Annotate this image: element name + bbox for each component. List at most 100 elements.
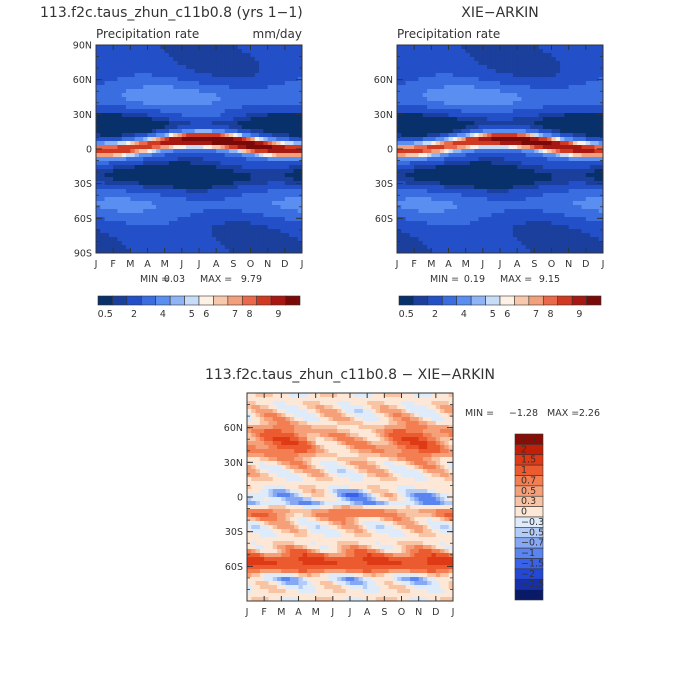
field-cell bbox=[126, 125, 131, 130]
field-cell bbox=[177, 125, 183, 130]
field-cell bbox=[297, 169, 303, 174]
field-cell bbox=[542, 117, 548, 122]
field-cell bbox=[495, 69, 501, 74]
field-cell bbox=[448, 105, 454, 110]
field-cell bbox=[469, 161, 475, 166]
field-cell bbox=[254, 129, 260, 134]
field-cell bbox=[555, 197, 561, 202]
field-cell bbox=[100, 69, 105, 74]
field-cell bbox=[126, 161, 131, 166]
field-cell bbox=[156, 93, 161, 98]
colorbar-swatch bbox=[285, 295, 301, 306]
field-cell bbox=[237, 105, 243, 110]
field-cell bbox=[448, 101, 454, 106]
field-cell bbox=[220, 161, 226, 166]
field-cell bbox=[512, 241, 518, 246]
field-cell bbox=[397, 69, 402, 74]
field-cell bbox=[229, 193, 234, 198]
field-cell bbox=[577, 201, 582, 206]
field-cell bbox=[495, 149, 501, 154]
field-cell bbox=[211, 157, 217, 162]
field-cell bbox=[418, 225, 424, 230]
field-cell bbox=[117, 137, 123, 142]
field-cell bbox=[289, 245, 294, 250]
field-cell bbox=[181, 157, 187, 162]
field-cell bbox=[504, 217, 509, 222]
field-cell bbox=[96, 145, 101, 150]
field-cell bbox=[246, 161, 251, 166]
field-cell bbox=[422, 173, 428, 178]
field-cell bbox=[452, 149, 458, 154]
field-cell bbox=[444, 129, 449, 134]
field-cell bbox=[220, 125, 226, 130]
field-cell bbox=[465, 157, 471, 162]
field-cell bbox=[564, 85, 570, 90]
field-cell bbox=[250, 153, 256, 158]
field-cell bbox=[224, 221, 230, 226]
field-cell bbox=[121, 53, 127, 58]
field-cell bbox=[113, 169, 118, 174]
field-cell bbox=[461, 137, 467, 142]
field-cell bbox=[465, 129, 471, 134]
field-cell bbox=[113, 193, 118, 198]
field-cell bbox=[113, 121, 118, 126]
field-cell bbox=[435, 161, 441, 166]
field-cell bbox=[297, 161, 303, 166]
field-cell bbox=[156, 165, 161, 170]
field-cell bbox=[233, 89, 239, 94]
field-cell bbox=[474, 81, 479, 86]
field-cell bbox=[542, 53, 548, 58]
field-cell bbox=[100, 157, 105, 162]
field-cell bbox=[448, 129, 454, 134]
field-cell bbox=[427, 137, 432, 142]
field-cell bbox=[542, 173, 548, 178]
field-cell bbox=[289, 121, 294, 126]
field-cell bbox=[280, 177, 286, 182]
field-cell bbox=[560, 97, 565, 102]
field-cell bbox=[181, 89, 187, 94]
field-cell bbox=[280, 153, 286, 158]
field-cell bbox=[194, 173, 200, 178]
field-cell bbox=[577, 65, 582, 70]
field-cell bbox=[284, 201, 290, 206]
field-cell bbox=[414, 129, 419, 134]
field-cell bbox=[113, 229, 118, 234]
field-cell bbox=[491, 117, 497, 122]
field-cell bbox=[530, 85, 535, 90]
field-cell bbox=[121, 241, 127, 246]
field-cell bbox=[538, 193, 544, 198]
field-cell bbox=[289, 217, 294, 222]
field-cell bbox=[233, 177, 239, 182]
field-cell bbox=[126, 221, 131, 226]
field-cell bbox=[422, 233, 428, 238]
field-cell bbox=[203, 77, 208, 82]
field-cell bbox=[199, 117, 204, 122]
field-cell bbox=[241, 117, 247, 122]
field-cell bbox=[495, 153, 501, 158]
field-cell bbox=[512, 97, 518, 102]
field-cell bbox=[551, 229, 557, 234]
field-cell bbox=[469, 201, 475, 206]
field-cell bbox=[431, 141, 437, 146]
field-cell bbox=[121, 105, 127, 110]
field-cell bbox=[551, 181, 557, 186]
field-cell bbox=[504, 249, 509, 254]
field-cell bbox=[478, 57, 484, 62]
field-cell bbox=[117, 201, 123, 206]
field-cell bbox=[585, 101, 591, 106]
field-cell bbox=[297, 201, 303, 206]
field-cell bbox=[250, 137, 256, 142]
field-cell bbox=[126, 193, 131, 198]
field-cell bbox=[409, 57, 415, 62]
field-cell bbox=[435, 121, 441, 126]
field-cell bbox=[203, 69, 208, 74]
field-cell bbox=[104, 225, 110, 230]
field-cell bbox=[444, 137, 449, 142]
field-cell bbox=[448, 197, 454, 202]
field-cell bbox=[465, 69, 471, 74]
field-cell bbox=[96, 233, 101, 238]
field-cell bbox=[297, 249, 303, 254]
field-cell bbox=[504, 193, 509, 198]
field-cell bbox=[414, 185, 419, 190]
field-cell bbox=[521, 201, 527, 206]
